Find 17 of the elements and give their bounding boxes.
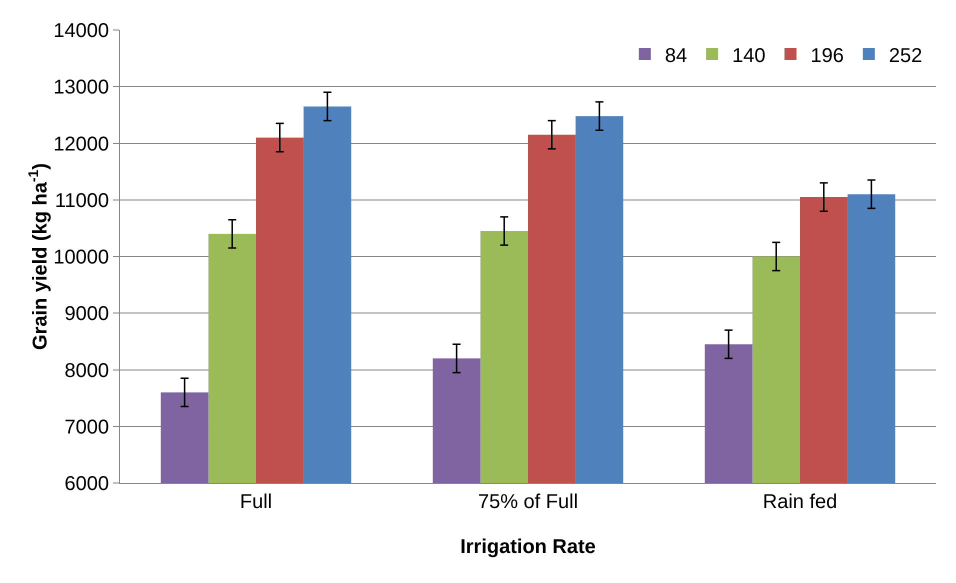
x-tick-label: 75% of Full [478,491,578,513]
y-tick-label: 12000 [53,133,109,156]
y-tick-label: 7000 [64,416,109,438]
y-tick-label: 13000 [53,76,109,99]
legend-label: 84 [664,44,688,67]
x-axis-title: Irrigation Rate [460,536,596,558]
y-tick-label: 6000 [64,473,109,495]
y-tick-label: 9000 [64,303,109,326]
y-tick-label: 14000 [53,20,109,42]
legend-label: 252 [888,44,922,67]
y-tick-label: 10000 [53,246,109,268]
y-tick-label: 11000 [54,190,109,212]
x-tick-label: Rain fed [762,491,838,513]
legend-label: 140 [732,44,766,67]
y-tick-label: 8000 [64,360,109,382]
legend-label: 196 [810,44,844,67]
x-tick-label: Full [240,491,272,513]
